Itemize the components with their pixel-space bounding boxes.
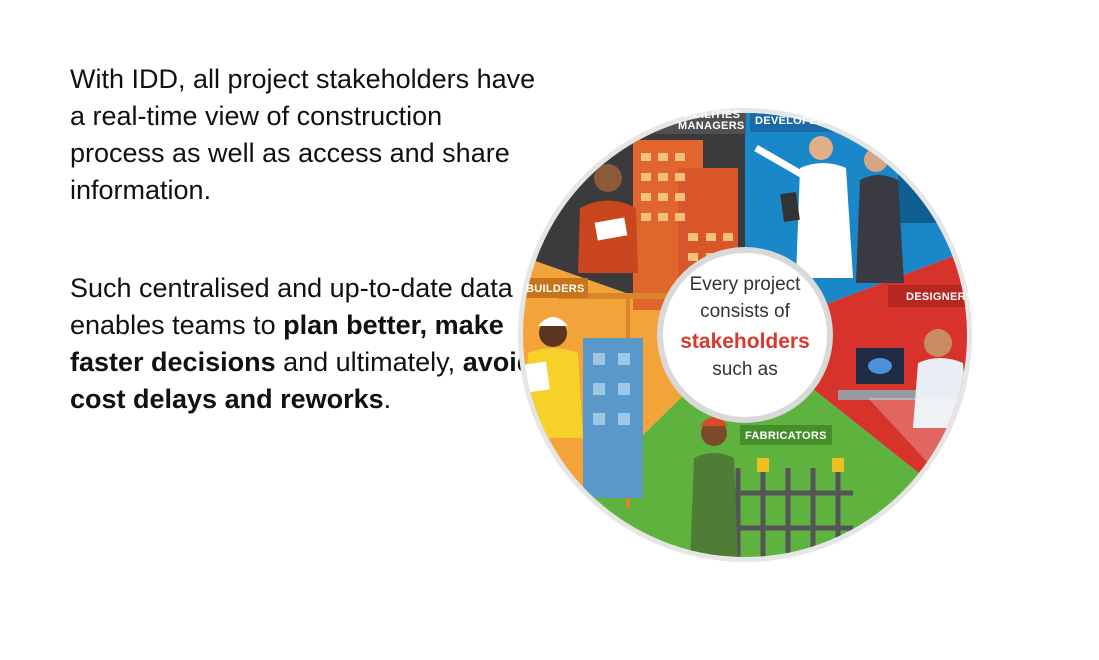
label-facilities-managers-line2: MANAGERS	[678, 120, 745, 132]
benefits-bold-avoid: avoid cost delays and reworks	[70, 347, 534, 414]
center-line4: such as	[712, 359, 777, 380]
center-line2: consists of	[700, 301, 790, 322]
label-designers: DESIGNERS	[906, 291, 974, 303]
label-fabricators: FABRICATORS	[745, 430, 827, 442]
label-bg-fabricators	[740, 425, 832, 445]
benefits-text-part3: .	[383, 384, 392, 414]
benefits-text-part1: Such centralised and up-to-date data ena…	[70, 273, 513, 340]
benefits-text: Such centralised and up-to-date data ena…	[70, 270, 540, 418]
label-bg-designers	[888, 285, 967, 307]
facilities-manager-person	[578, 164, 638, 273]
label-developers: DEVELOPERS	[755, 115, 833, 127]
center-line1: Every project	[690, 274, 802, 295]
benefits-paragraph: Such centralised and up-to-date data ena…	[70, 270, 540, 418]
label-bg-builders	[523, 278, 588, 298]
intro-paragraph: With IDD, all project stakeholders have …	[70, 61, 540, 209]
benefits-text-part2: and ultimately,	[275, 347, 463, 377]
fabricator-person	[690, 417, 853, 557]
stakeholder-wheel: FACILITIES MANAGERS DEVELOPERS DESIGNERS…	[518, 108, 974, 562]
intro-text: With IDD, all project stakeholders have …	[70, 64, 536, 205]
center-highlight: stakeholders	[680, 330, 810, 353]
label-builders: BUILDERS	[526, 283, 585, 295]
center-hub	[663, 253, 827, 417]
label-facilities-managers-line1: FACILITIES	[678, 109, 740, 121]
benefits-bold-plan: plan better, make faster decisions	[70, 310, 504, 377]
